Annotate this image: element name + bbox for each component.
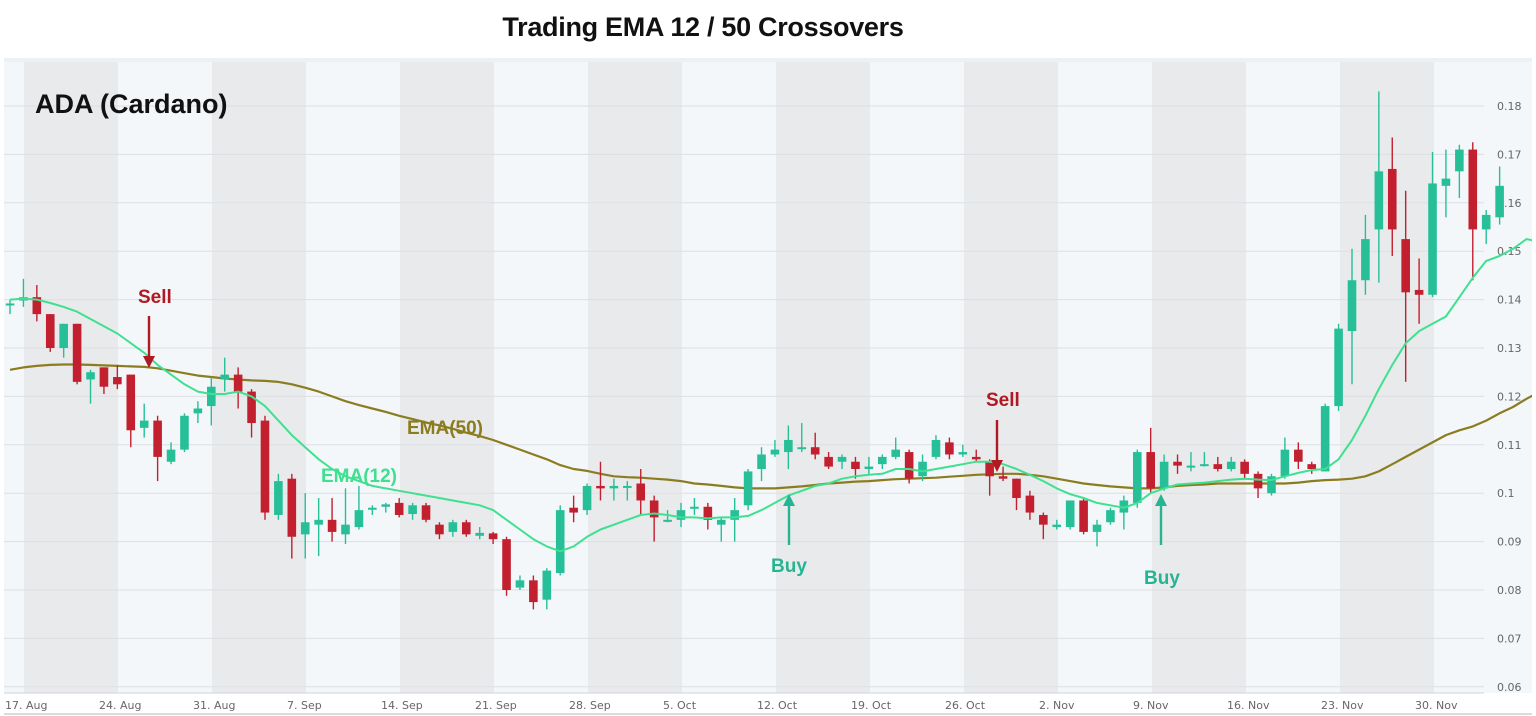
sell-label-2: Sell (986, 390, 1020, 411)
svg-text:30. Nov: 30. Nov (1415, 699, 1458, 712)
svg-text:26. Oct: 26. Oct (945, 699, 986, 712)
svg-text:23. Nov: 23. Nov (1321, 699, 1364, 712)
asset-label: ADA (Cardano) (35, 89, 228, 119)
svg-text:9. Nov: 9. Nov (1133, 699, 1169, 712)
chart-canvas: 0.180.170.160.150.140.130.120.110.10.090… (4, 58, 1532, 716)
svg-text:17. Aug: 17. Aug (5, 699, 47, 712)
sell-label-1: Sell (138, 287, 172, 308)
svg-text:0.07: 0.07 (1497, 632, 1522, 645)
chart-title: Trading EMA 12 / 50 Crossovers (502, 12, 904, 42)
svg-text:0.11: 0.11 (1497, 439, 1522, 452)
y-axis: 0.180.170.160.150.140.130.120.110.10.090… (1497, 100, 1522, 694)
candlestick-chart: 0.18 0.17 0.16 0.15 0.14 0.13 0.12 0.11 0.1 0.09 0… (4, 58, 1532, 716)
svg-text:0.12: 0.12 (1497, 390, 1522, 403)
ema12-line (9, 238, 1532, 553)
svg-text:0.08: 0.08 (1497, 584, 1522, 597)
svg-text:5. Oct: 5. Oct (663, 699, 697, 712)
x-axis: 17. Aug 24. Aug 31. Aug 7. Sep 14. Sep 21. Se… (4, 692, 1532, 716)
buy-label-1: Buy (771, 556, 807, 577)
svg-text:0.13: 0.13 (1497, 342, 1522, 355)
svg-text:7. Sep: 7. Sep (287, 699, 322, 712)
svg-text:0.06: 0.06 (1497, 681, 1522, 694)
svg-text:28. Sep: 28. Sep (569, 699, 611, 712)
svg-text:24. Aug: 24. Aug (99, 699, 141, 712)
svg-text:16. Nov: 16. Nov (1227, 699, 1270, 712)
svg-text:19. Oct: 19. Oct (851, 699, 892, 712)
svg-text:0.14: 0.14 (1497, 294, 1522, 307)
svg-text:0.09: 0.09 (1497, 536, 1522, 549)
svg-text:0.1: 0.1 (1497, 487, 1515, 500)
svg-text:14. Sep: 14. Sep (381, 699, 423, 712)
buy-label-2: Buy (1144, 568, 1180, 589)
svg-text:21. Sep: 21. Sep (475, 699, 517, 712)
svg-text:0.17: 0.17 (1497, 148, 1522, 161)
svg-text:31. Aug: 31. Aug (193, 699, 235, 712)
svg-text:12. Oct: 12. Oct (757, 699, 798, 712)
candles (5, 91, 1504, 610)
annotations (143, 316, 1167, 545)
svg-text:0.18: 0.18 (1497, 100, 1522, 113)
ema12-label: EMA(12) (321, 466, 397, 487)
ema50-line (9, 363, 1532, 490)
weekly-bands (4, 58, 1532, 693)
svg-text:2. Nov: 2. Nov (1039, 699, 1075, 712)
ema50-label: EMA(50) (407, 418, 483, 439)
